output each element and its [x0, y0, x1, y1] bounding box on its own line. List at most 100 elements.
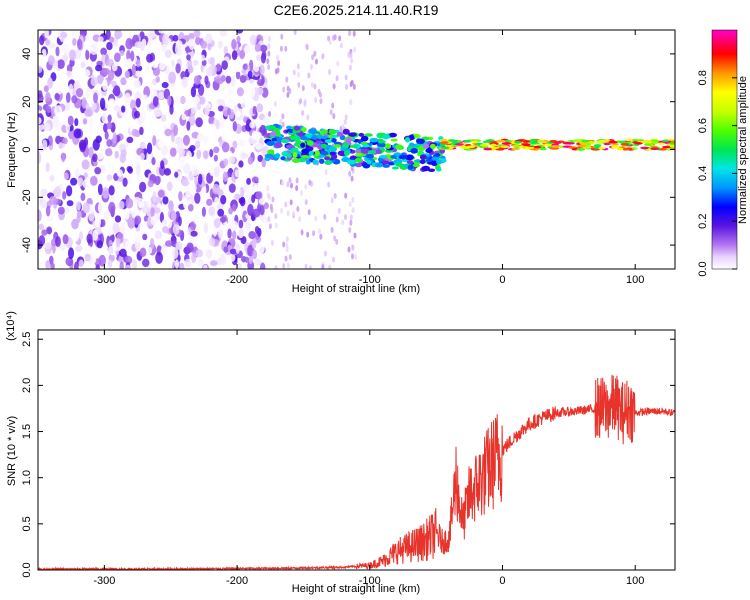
heatmap-cell	[197, 173, 203, 185]
heatmap-cell	[248, 59, 254, 72]
heatmap-cell	[285, 76, 289, 83]
heatmap-cell	[45, 91, 51, 102]
heatmap-cell	[170, 211, 177, 221]
heatmap-cell	[436, 160, 443, 165]
heatmap-cell	[65, 256, 74, 267]
heatmap-cell	[52, 119, 60, 129]
heatmap-cell	[341, 219, 345, 226]
heatmap-cell	[479, 144, 489, 147]
heatmap-cell	[102, 68, 110, 75]
heatmap-cell	[321, 264, 325, 269]
heatmap-cell	[184, 258, 192, 268]
heatmap-cell	[512, 144, 520, 148]
heatmap-cell	[151, 157, 156, 166]
heatmap-cell	[104, 100, 111, 110]
heatmap-cell	[259, 64, 265, 75]
heatmap-cell	[249, 138, 257, 145]
heatmap-cell	[147, 180, 154, 188]
heatmap-cell	[99, 97, 106, 110]
heatmap-cell	[289, 199, 293, 206]
heatmap-cell	[306, 140, 314, 146]
heatmap-cell	[501, 142, 512, 145]
heatmap-cell	[114, 31, 123, 38]
heatmap-cell	[301, 148, 310, 154]
heatmap-cell	[189, 144, 196, 152]
heatmap-cell	[306, 231, 310, 238]
heatmap-cell	[72, 38, 77, 46]
snr-y-label: SNR (10 * v/v)	[6, 416, 18, 486]
heatmap-cell	[234, 169, 240, 178]
heatmap-cell	[276, 54, 280, 61]
heatmap-cell	[263, 202, 269, 210]
heatmap-cell	[252, 208, 261, 218]
heatmap-cell	[85, 86, 91, 98]
heatmap-cell	[419, 154, 427, 160]
heatmap-cell	[133, 154, 141, 165]
heatmap-cell	[632, 141, 639, 144]
heatmap-cell	[144, 188, 150, 201]
heatmap-cell	[169, 103, 174, 115]
heatmap-cell	[273, 100, 277, 107]
heatmap-cell	[280, 156, 286, 161]
heatmap-cell	[65, 123, 70, 134]
heatmap-cell	[97, 36, 104, 43]
heatmap-cell	[76, 201, 81, 211]
heatmap-cell	[284, 255, 288, 262]
heatmap-cell	[192, 95, 200, 105]
heatmap-cell	[254, 43, 261, 53]
heatmap-cell	[60, 31, 68, 39]
heatmap-cell	[360, 135, 369, 142]
heatmap-cell	[286, 85, 290, 92]
y-tick-label: -40	[21, 237, 33, 253]
heatmap-cell	[331, 102, 335, 109]
heatmap-cell	[155, 76, 160, 83]
heatmap-cell	[172, 34, 179, 42]
heatmap-cell	[318, 154, 325, 158]
heatmap-cell	[175, 241, 183, 251]
heatmap-cell	[388, 132, 397, 138]
heatmap-cell	[163, 168, 171, 176]
heatmap-cell	[483, 147, 492, 151]
heatmap-cell	[94, 167, 102, 175]
heatmap-cell	[172, 224, 180, 235]
heatmap-cell	[224, 35, 230, 44]
heatmap-cell	[41, 229, 48, 236]
heatmap-cell	[307, 72, 311, 79]
heatmap-cell	[304, 263, 308, 269]
heatmap-cell	[422, 143, 430, 149]
heatmap-cell	[147, 246, 153, 255]
heatmap-cell	[266, 58, 270, 65]
heatmap-cell	[124, 70, 130, 79]
heatmap-cell	[194, 192, 201, 204]
heatmap-cell	[38, 93, 44, 103]
heatmap-cell	[238, 219, 244, 229]
heatmap-cell	[246, 185, 253, 197]
heatmap-cell	[190, 230, 198, 237]
heatmap-cell	[350, 57, 354, 64]
heatmap-cell	[282, 262, 286, 269]
heatmap-cell	[108, 185, 115, 196]
heatmap-cell	[381, 134, 391, 140]
heatmap-cell	[330, 154, 338, 160]
heatmap-cell	[323, 250, 327, 257]
heatmap-cell	[268, 110, 272, 117]
heatmap-cell	[130, 50, 135, 62]
heatmap-cell	[122, 177, 128, 187]
heatmap-cell	[142, 233, 148, 241]
heatmap-cell	[71, 88, 78, 97]
heatmap-cell	[288, 129, 294, 134]
heatmap-cell	[234, 193, 241, 200]
heatmap-cell	[236, 87, 244, 97]
heatmap-cell	[200, 40, 208, 49]
heatmap-cell	[116, 169, 124, 177]
heatmap-cell	[238, 228, 244, 239]
heatmap-cell	[317, 228, 321, 235]
heatmap-cell	[280, 33, 284, 40]
heatmap-cell	[362, 144, 370, 148]
heatmap-cell	[333, 141, 342, 145]
heatmap-cell	[38, 223, 45, 231]
heatmap-cell	[328, 264, 332, 269]
heatmap-cell	[254, 258, 262, 266]
heatmap-cell	[309, 63, 313, 70]
